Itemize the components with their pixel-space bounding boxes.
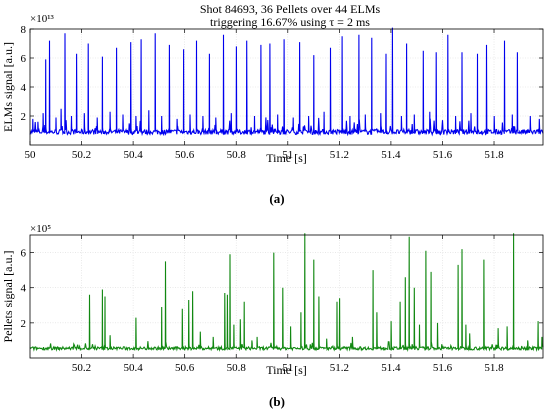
- panel-b-xtick-label-0: 50.2: [72, 362, 91, 374]
- panel-a-ytick-label-2: 6: [21, 53, 27, 65]
- panel-a-xtick-label-5: 51: [282, 149, 293, 161]
- panel-a-xtick-label-1: 50.2: [72, 149, 91, 161]
- panel-a-xtick-label-8: 51.6: [433, 149, 453, 161]
- panel-b-pellets-chart: 50.2 50.4 50.6 50.8 51 51.2 51.4 51.6 51.8 2 4 6 ×10…: [1, 223, 544, 377]
- panel-a-xtick-label-7: 51.4: [381, 149, 401, 161]
- panel-a-xtick-label-9: 51.8: [484, 149, 504, 161]
- panel-b-signal-line: [29, 233, 544, 353]
- panel-b-xtick-label-2: 50.6: [175, 362, 195, 374]
- panel-b-caption: (b): [269, 394, 285, 409]
- panel-a-ytick-label-0: 2: [21, 111, 27, 123]
- panel-b-xtick-label-8: 51.8: [484, 362, 504, 374]
- chart-title-line-1: Shot 84693, 36 Pellets over 44 ELMs: [200, 2, 381, 16]
- panel-a-exponent-label: ×10¹³: [30, 13, 55, 25]
- panel-b-axes-box: [29, 234, 544, 359]
- panel-b-ytick-label-1: 4: [21, 283, 27, 295]
- panel-b-xtick-label-7: 51.6: [433, 362, 453, 374]
- panel-a-ytick-label-1: 4: [21, 82, 27, 94]
- panel-b-ytick-label-2: 6: [21, 248, 27, 260]
- chart-title-line-2: triggering 16.67% using τ = 2 ms: [210, 15, 370, 29]
- panel-b-xtick-label-4: 51: [282, 362, 293, 374]
- panel-a-elms-chart: 50 50.2 50.4 50.6 50.8 51 51.2 51.4 51.6 51.8 2 4 6 8…: [1, 13, 544, 165]
- panel-b-xtick-label-3: 50.8: [227, 362, 247, 374]
- panel-a-xtick-label-3: 50.6: [175, 149, 195, 161]
- panel-a-caption: (a): [269, 191, 284, 206]
- panel-b-xtick-label-6: 51.4: [381, 362, 401, 374]
- panel-a-axes-box: [29, 28, 544, 146]
- panel-b-xtick-label-5: 51.2: [330, 362, 349, 374]
- panel-a-xtick-label-6: 51.2: [330, 149, 349, 161]
- panel-b-x-axis-label: Time [s]: [266, 363, 307, 377]
- panel-b-xtick-label-1: 50.4: [123, 362, 143, 374]
- panel-a-xtick-label-4: 50.8: [227, 149, 247, 161]
- panel-a-signal-line: [29, 27, 544, 137]
- panel-b-y-axis-label: Pellets signal [a.u.]: [1, 251, 15, 343]
- panel-a-xtick-label-2: 50.4: [123, 149, 143, 161]
- panel-a-y-axis-label: ELMs signal [a.u.]: [1, 42, 15, 132]
- panel-b-exponent-label: ×10⁵: [30, 223, 51, 235]
- panel-a-x-axis-label: Time [s]: [266, 151, 307, 165]
- panel-a-ytick-label-3: 8: [21, 24, 27, 36]
- panel-a-xtick-label-0: 50: [25, 149, 37, 161]
- panel-b-ytick-label-0: 2: [21, 318, 27, 330]
